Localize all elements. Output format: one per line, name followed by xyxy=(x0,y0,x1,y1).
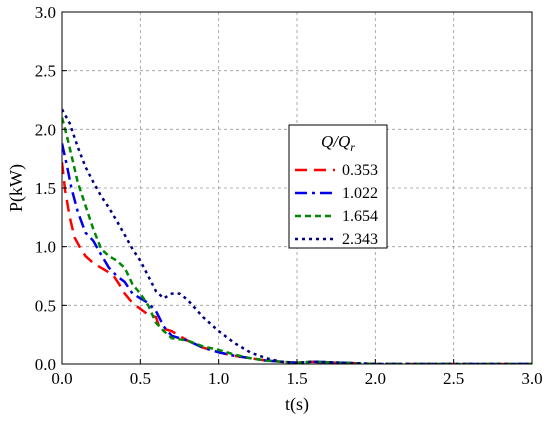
y-axis-ticks: 0.0 0.5 1.0 1.5 2.0 2.5 3.0 xyxy=(35,3,67,374)
x-tick-label: 0.0 xyxy=(51,369,72,388)
y-tick-label: 0.5 xyxy=(35,296,56,315)
series-line-4 xyxy=(62,108,532,364)
x-tick-label: 1.0 xyxy=(208,369,229,388)
legend-label-4: 2.343 xyxy=(342,231,378,248)
y-tick-label: 3.0 xyxy=(35,3,56,22)
y-axis-label: P(kW) xyxy=(6,164,27,212)
series-line-1 xyxy=(62,162,532,364)
x-tick-label: 3.0 xyxy=(521,369,542,388)
y-tick-label: 1.0 xyxy=(35,238,56,257)
x-tick-label: 0.5 xyxy=(130,369,151,388)
x-tick-label: 2.0 xyxy=(365,369,386,388)
x-tick-label: 2.5 xyxy=(443,369,464,388)
legend-box xyxy=(288,124,388,249)
y-tick-label: 2.0 xyxy=(35,120,56,139)
legend-label-2: 1.022 xyxy=(342,185,378,202)
legend: Q/Qr 0.353 1.022 1.654 2.343 xyxy=(288,124,388,249)
x-tick-label: 1.5 xyxy=(286,369,307,388)
series-layer xyxy=(62,108,532,364)
y-tick-label: 1.5 xyxy=(35,179,56,198)
y-tick-label: 2.5 xyxy=(35,62,56,81)
x-axis-ticks: 0.0 0.5 1.0 1.5 2.0 2.5 3.0 xyxy=(51,359,543,388)
legend-title: Q/Qr xyxy=(321,132,355,154)
y-tick-label: 0.0 xyxy=(35,355,56,374)
legend-label-3: 1.654 xyxy=(342,208,378,225)
series-line-3 xyxy=(62,117,532,364)
x-axis-label: t(s) xyxy=(285,394,309,415)
legend-label-1: 0.353 xyxy=(342,162,378,179)
